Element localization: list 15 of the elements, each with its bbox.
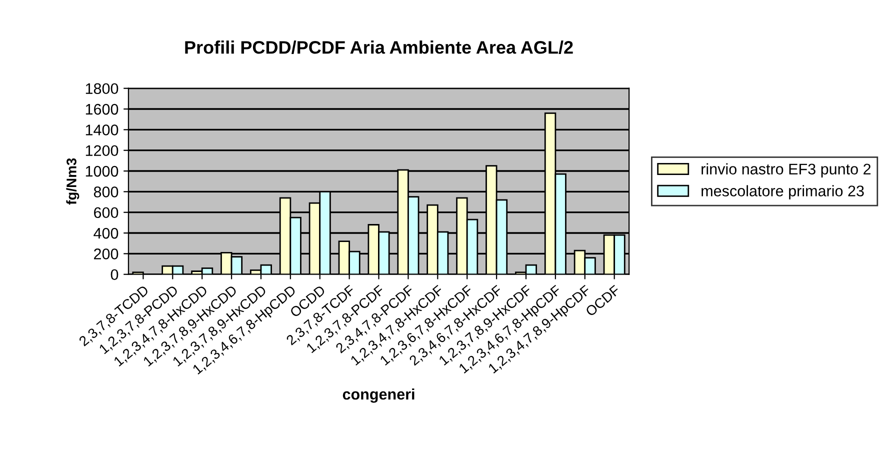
y-tick-label: 1000 [86, 166, 118, 177]
y-tick-label: 1200 [86, 145, 118, 156]
legend-label: mescolatore primario 23 [702, 185, 864, 200]
y-tick-label: 1800 [86, 83, 118, 94]
chart-title: Profili PCDD/PCDF Aria Ambiente Area AGL/2 [185, 40, 573, 54]
y-axis-title: fg/Nm3 [66, 158, 80, 205]
y-tick-label: 600 [94, 207, 118, 218]
y-tick-label: 1600 [86, 104, 118, 115]
y-tick-label: 200 [94, 248, 118, 260]
x-axis-title: congeneri [342, 388, 414, 403]
legend-label: rinvio nastro EF3 punto 2 [702, 163, 871, 178]
y-tick-label: 400 [94, 228, 118, 239]
y-tick-label: 0 [110, 269, 118, 280]
y-tick-label: 800 [94, 186, 118, 198]
y-tick-label: 1400 [86, 124, 118, 136]
